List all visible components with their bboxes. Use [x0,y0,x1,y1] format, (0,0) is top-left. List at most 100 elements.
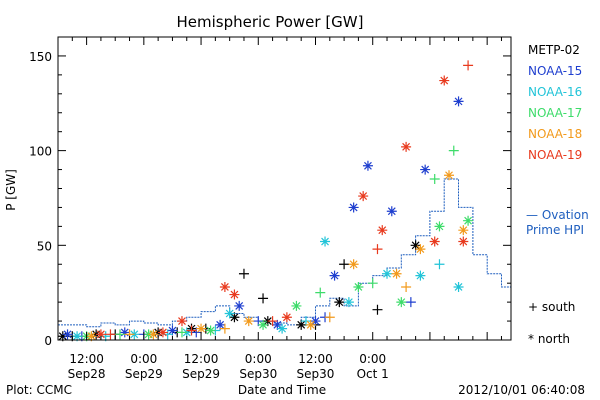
y-tick-label: 150 [29,50,52,64]
point-noaa-15-north [420,164,431,175]
marker-key-south: + south [528,300,575,314]
point-noaa-19-north [458,236,469,247]
point-noaa-17-south [448,145,459,156]
point-noaa-15-north [310,316,321,327]
point-noaa-19-south [372,244,383,255]
point-noaa-17-north [396,297,407,308]
point-noaa-16-north [72,331,83,342]
x-tick-label-time: 12:00 [184,352,219,366]
point-noaa-16-north [320,236,331,247]
point-noaa-19-north [281,312,292,323]
point-noaa-19-north [429,236,440,247]
point-noaa-19-south [105,329,116,340]
point-noaa-15-north [453,96,464,107]
point-noaa-19-north [377,225,388,236]
x-tick-label-date: Sep30 [297,367,335,381]
chart-title: Hemispheric Power [GW] [177,13,364,31]
point-noaa-17-south [367,278,378,289]
point-noaa-16-north [382,268,393,279]
point-noaa-17-north [353,281,364,292]
ovation-label-line1: — Ovation [526,208,589,222]
point-noaa-15-north [234,300,245,311]
point-noaa-18-north [196,323,207,334]
point-noaa-19-north [176,316,187,327]
plot-timestamp: 2012/10/01 06:40:08 [458,383,585,397]
point-noaa-16-north [415,270,426,281]
point-noaa-15-north [329,270,340,281]
point-noaa-19-north [95,329,106,340]
point-metp-02-south [372,304,383,315]
point-noaa-19-north [157,327,168,338]
x-tick-label-time: 12:00 [298,352,333,366]
x-tick-label-date: Oct 1 [357,367,389,381]
point-metp-02-north [57,331,68,342]
x-tick-label-time: 0:00 [130,352,157,366]
point-metp-02-south [238,268,249,279]
x-tick-label-time: 12:00 [69,352,104,366]
point-noaa-17-south [429,174,440,185]
point-metp-02-south [258,293,269,304]
point-noaa-18-north [243,316,254,327]
x-tick-label-time: 0:00 [245,352,272,366]
point-noaa-15-north [119,327,130,338]
y-ticks: 0 50 100 150 [29,36,511,348]
point-noaa-19-north [401,141,412,152]
point-noaa-15-north [215,319,226,330]
point-noaa-17-north [291,300,302,311]
point-noaa-18-north [148,329,159,340]
x-tick-label-date: Sep29 [125,367,163,381]
point-noaa-18-north [86,331,97,342]
x-tick-label-date: Sep29 [182,367,220,381]
x-tick-label-date: Sep30 [239,367,277,381]
point-noaa-19-south [186,325,197,336]
point-noaa-18-north [458,225,469,236]
point-noaa-18-north [348,259,359,270]
ovation-line-layer [58,178,511,328]
point-noaa-15-north [272,319,283,330]
point-noaa-19-south [267,316,278,327]
point-noaa-15-north [348,202,359,213]
point-noaa-18-north [305,319,316,330]
point-noaa-16-north [277,323,288,334]
point-metp-02-north [410,240,421,251]
point-noaa-16-north [343,297,354,308]
point-noaa-15-north [362,160,373,171]
point-noaa-16-north [224,308,235,319]
point-noaa-17-north [434,221,445,232]
point-noaa-18-south [324,312,335,323]
point-noaa-18-north [391,268,402,279]
point-noaa-17-north [205,325,216,336]
y-tick-label: 50 [37,239,52,253]
legend-entry-noaa-19: NOAA-19 [528,148,582,162]
point-noaa-17-north [258,319,269,330]
legend: METP-02 NOAA-15 NOAA-16 NOAA-17 NOAA-18 NOAA-… [528,43,582,162]
ovation-label-line2: Prime HPI [526,223,584,237]
point-noaa-15-south [405,297,416,308]
x-axis-label: Date and Time [238,383,326,397]
point-noaa-18-south [401,281,412,292]
legend-entry-noaa-17: NOAA-17 [528,106,582,120]
marker-key-north: * north [528,332,570,346]
ovation-hpi-line [58,178,511,328]
point-noaa-19-south [463,60,474,71]
point-noaa-18-south [219,323,230,334]
x-ticks: 12:00Sep280:00Sep2912:00Sep290:00Sep3012… [68,37,502,381]
x-tick-label-date: Sep28 [68,367,106,381]
data-points-layer [57,60,474,342]
point-noaa-15-north [386,206,397,217]
point-noaa-16-south [434,259,445,270]
point-noaa-17-south [176,327,187,338]
point-noaa-17-north [463,215,474,226]
legend-entry-metp-02: METP-02 [528,43,580,57]
point-noaa-15-north [167,325,178,336]
point-noaa-17-south [114,329,125,340]
y-tick-label: 100 [29,145,52,159]
point-noaa-16-north [453,281,464,292]
point-noaa-18-north [444,170,455,181]
x-tick-label-time: 0:00 [359,352,386,366]
point-noaa-19-north [439,75,450,86]
point-metp-02-north [296,319,307,330]
legend-entry-noaa-18: NOAA-18 [528,127,582,141]
point-metp-02-south [339,259,350,270]
